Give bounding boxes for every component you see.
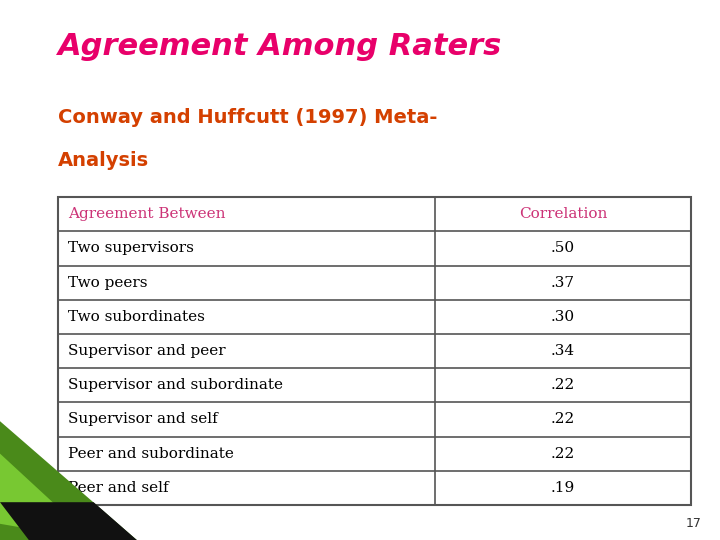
- Polygon shape: [0, 502, 137, 540]
- Text: Correlation: Correlation: [518, 207, 607, 221]
- Text: .37: .37: [551, 275, 575, 289]
- Polygon shape: [0, 421, 137, 540]
- Text: Peer and self: Peer and self: [68, 481, 169, 495]
- Text: Supervisor and subordinate: Supervisor and subordinate: [68, 378, 284, 392]
- Text: .50: .50: [551, 241, 575, 255]
- Text: .30: .30: [551, 310, 575, 324]
- Text: Supervisor and peer: Supervisor and peer: [68, 344, 226, 358]
- Text: Two peers: Two peers: [68, 275, 148, 289]
- Text: .34: .34: [551, 344, 575, 358]
- Text: Agreement Between: Agreement Between: [68, 207, 226, 221]
- Text: 17: 17: [686, 517, 702, 530]
- Text: .22: .22: [551, 378, 575, 392]
- Polygon shape: [0, 454, 94, 540]
- Text: Two supervisors: Two supervisors: [68, 241, 194, 255]
- Text: Agreement Among Raters: Agreement Among Raters: [58, 32, 502, 62]
- Text: .22: .22: [551, 413, 575, 427]
- Text: .19: .19: [551, 481, 575, 495]
- Text: Supervisor and self: Supervisor and self: [68, 413, 218, 427]
- Bar: [58, 197, 691, 505]
- Text: Conway and Huffcutt (1997) Meta-: Conway and Huffcutt (1997) Meta-: [58, 108, 437, 127]
- Text: Two subordinates: Two subordinates: [68, 310, 205, 324]
- Text: .22: .22: [551, 447, 575, 461]
- Text: Analysis: Analysis: [58, 151, 149, 170]
- Text: Peer and subordinate: Peer and subordinate: [68, 447, 234, 461]
